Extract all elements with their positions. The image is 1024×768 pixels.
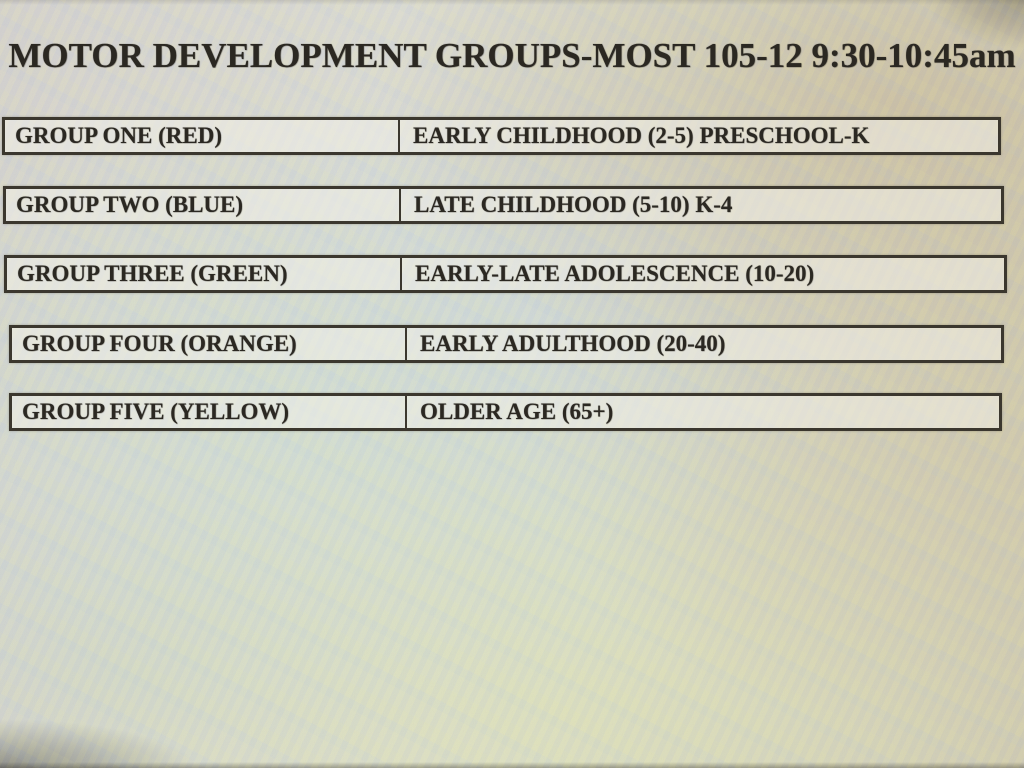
group-description-cell: EARLY-LATE ADOLESCENCE (10-20) (402, 258, 1004, 290)
group-description-cell: OLDER AGE (65+) (407, 396, 999, 428)
group-name-cell: GROUP FOUR (ORANGE) (12, 328, 407, 360)
group-name: GROUP TWO (BLUE) (16, 192, 244, 217)
group-description-cell: EARLY ADULTHOOD (20-40) (407, 328, 1001, 360)
group-name-cell: GROUP FIVE (YELLOW) (12, 396, 407, 428)
group-description: EARLY CHILDHOOD (2-5) PRESCHOOL-K (413, 123, 870, 148)
group-name-cell: GROUP THREE (GREEN) (7, 258, 402, 290)
group-name: GROUP FOUR (ORANGE) (22, 331, 297, 356)
group-name: GROUP ONE (RED) (15, 123, 222, 148)
group-description: OLDER AGE (65+) (420, 399, 614, 424)
table-row: GROUP FOUR (ORANGE) EARLY ADULTHOOD (20-… (9, 325, 1004, 363)
group-name-cell: GROUP TWO (BLUE) (6, 189, 401, 221)
table-row: GROUP ONE (RED) EARLY CHILDHOOD (2-5) PR… (2, 117, 1001, 155)
group-description-cell: LATE CHILDHOOD (5-10) K-4 (401, 189, 1001, 221)
group-name-cell: GROUP ONE (RED) (5, 120, 400, 152)
group-description-cell: EARLY CHILDHOOD (2-5) PRESCHOOL-K (400, 120, 998, 152)
table-row: GROUP TWO (BLUE) LATE CHILDHOOD (5-10) K… (3, 186, 1004, 224)
page-title: MOTOR DEVELOPMENT GROUPS-MOST 105-12 9:3… (8, 36, 1016, 75)
group-description: EARLY-LATE ADOLESCENCE (10-20) (415, 261, 815, 286)
table-row: GROUP THREE (GREEN) EARLY-LATE ADOLESCEN… (4, 255, 1007, 293)
group-description: EARLY ADULTHOOD (20-40) (420, 331, 726, 356)
group-name: GROUP THREE (GREEN) (17, 261, 288, 286)
group-description: LATE CHILDHOOD (5-10) K-4 (414, 192, 733, 217)
table-row: GROUP FIVE (YELLOW) OLDER AGE (65+) (9, 393, 1002, 431)
group-name: GROUP FIVE (YELLOW) (22, 399, 290, 424)
